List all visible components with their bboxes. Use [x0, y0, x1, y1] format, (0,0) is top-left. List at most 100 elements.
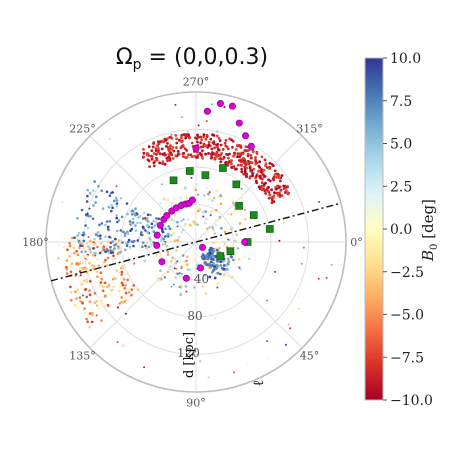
data-point: [134, 224, 137, 227]
data-point: [108, 137, 111, 140]
data-point: [66, 244, 69, 247]
data-point: [246, 363, 249, 365]
data-point: [117, 263, 121, 267]
data-point: [180, 230, 183, 234]
data-point: [82, 239, 86, 243]
data-point: [214, 220, 218, 223]
data-point: [62, 246, 66, 249]
data-point: [191, 222, 195, 226]
data-point: [216, 286, 219, 289]
data-point: [174, 154, 178, 158]
data-point: [235, 233, 238, 236]
data-point: [184, 222, 187, 226]
data-point: [170, 153, 174, 157]
data-point: [85, 317, 88, 321]
data-point: [101, 251, 105, 255]
magenta-marker: [197, 264, 205, 272]
data-point: [209, 214, 212, 217]
data-point: [167, 146, 170, 150]
data-point: [213, 265, 216, 269]
data-point: [238, 159, 241, 162]
data-point: [210, 147, 214, 151]
data-point: [169, 238, 172, 242]
data-point: [207, 143, 211, 147]
data-point: [65, 272, 69, 275]
data-point: [145, 228, 149, 231]
data-point: [125, 202, 129, 205]
data-point: [93, 180, 96, 183]
data-point: [240, 170, 244, 174]
data-point: [257, 169, 261, 173]
data-point: [260, 188, 264, 192]
data-point: [215, 248, 219, 252]
data-point: [123, 232, 127, 235]
data-point: [255, 181, 259, 185]
data-point: [78, 298, 82, 302]
data-point: [180, 136, 183, 140]
data-point: [95, 300, 98, 303]
data-point: [297, 295, 300, 297]
data-point: [236, 143, 239, 147]
data-point: [260, 181, 264, 185]
data-point: [180, 133, 184, 137]
data-point: [87, 236, 90, 238]
data-point: [88, 300, 92, 303]
data-point: [222, 267, 226, 271]
magenta-marker: [228, 102, 236, 110]
data-point: [235, 265, 238, 269]
data-point: [144, 244, 147, 248]
data-point: [142, 148, 145, 151]
data-point: [117, 247, 120, 250]
green-square-marker: [216, 252, 225, 260]
data-point: [120, 195, 123, 198]
data-point: [198, 151, 202, 155]
data-point: [157, 217, 161, 221]
data-point: [300, 262, 303, 265]
data-point: [222, 264, 226, 267]
data-point: [189, 307, 191, 310]
data-point: [246, 152, 250, 156]
data-point: [166, 198, 170, 202]
title-subscript: p: [133, 57, 142, 73]
data-point: [119, 251, 122, 254]
data-point: [194, 136, 197, 140]
data-point: [130, 240, 133, 243]
theta-tick-label: 135°: [69, 349, 96, 362]
data-point: [95, 195, 98, 199]
data-point: [103, 243, 107, 246]
data-point: [207, 140, 211, 144]
data-point: [193, 284, 196, 287]
data-point: [110, 203, 113, 207]
data-point: [212, 249, 216, 253]
data-point: [146, 158, 150, 162]
data-point: [62, 265, 66, 269]
data-point: [196, 140, 199, 144]
data-point: [113, 243, 116, 247]
data-point: [92, 247, 95, 250]
data-point: [128, 220, 132, 223]
data-point: [230, 226, 234, 229]
data-point: [132, 239, 136, 243]
data-point: [109, 246, 112, 249]
data-point: [70, 262, 74, 265]
data-point: [100, 189, 103, 192]
data-point: [87, 214, 90, 218]
data-point: [138, 214, 142, 218]
data-point: [96, 258, 99, 261]
data-point: [215, 152, 219, 156]
data-point: [140, 231, 143, 234]
data-point: [161, 183, 164, 186]
data-point: [93, 251, 96, 255]
data-point: [101, 289, 105, 293]
data-point: [121, 241, 124, 244]
data-point: [173, 214, 177, 217]
chart-title: Ωp = (0,0,0.3): [116, 45, 268, 73]
data-point: [84, 213, 88, 216]
data-point: [232, 276, 235, 280]
data-point: [120, 215, 124, 219]
data-point: [272, 194, 276, 198]
data-point: [267, 196, 271, 200]
data-point: [202, 133, 206, 137]
data-point: [114, 196, 118, 200]
data-point: [142, 151, 146, 155]
